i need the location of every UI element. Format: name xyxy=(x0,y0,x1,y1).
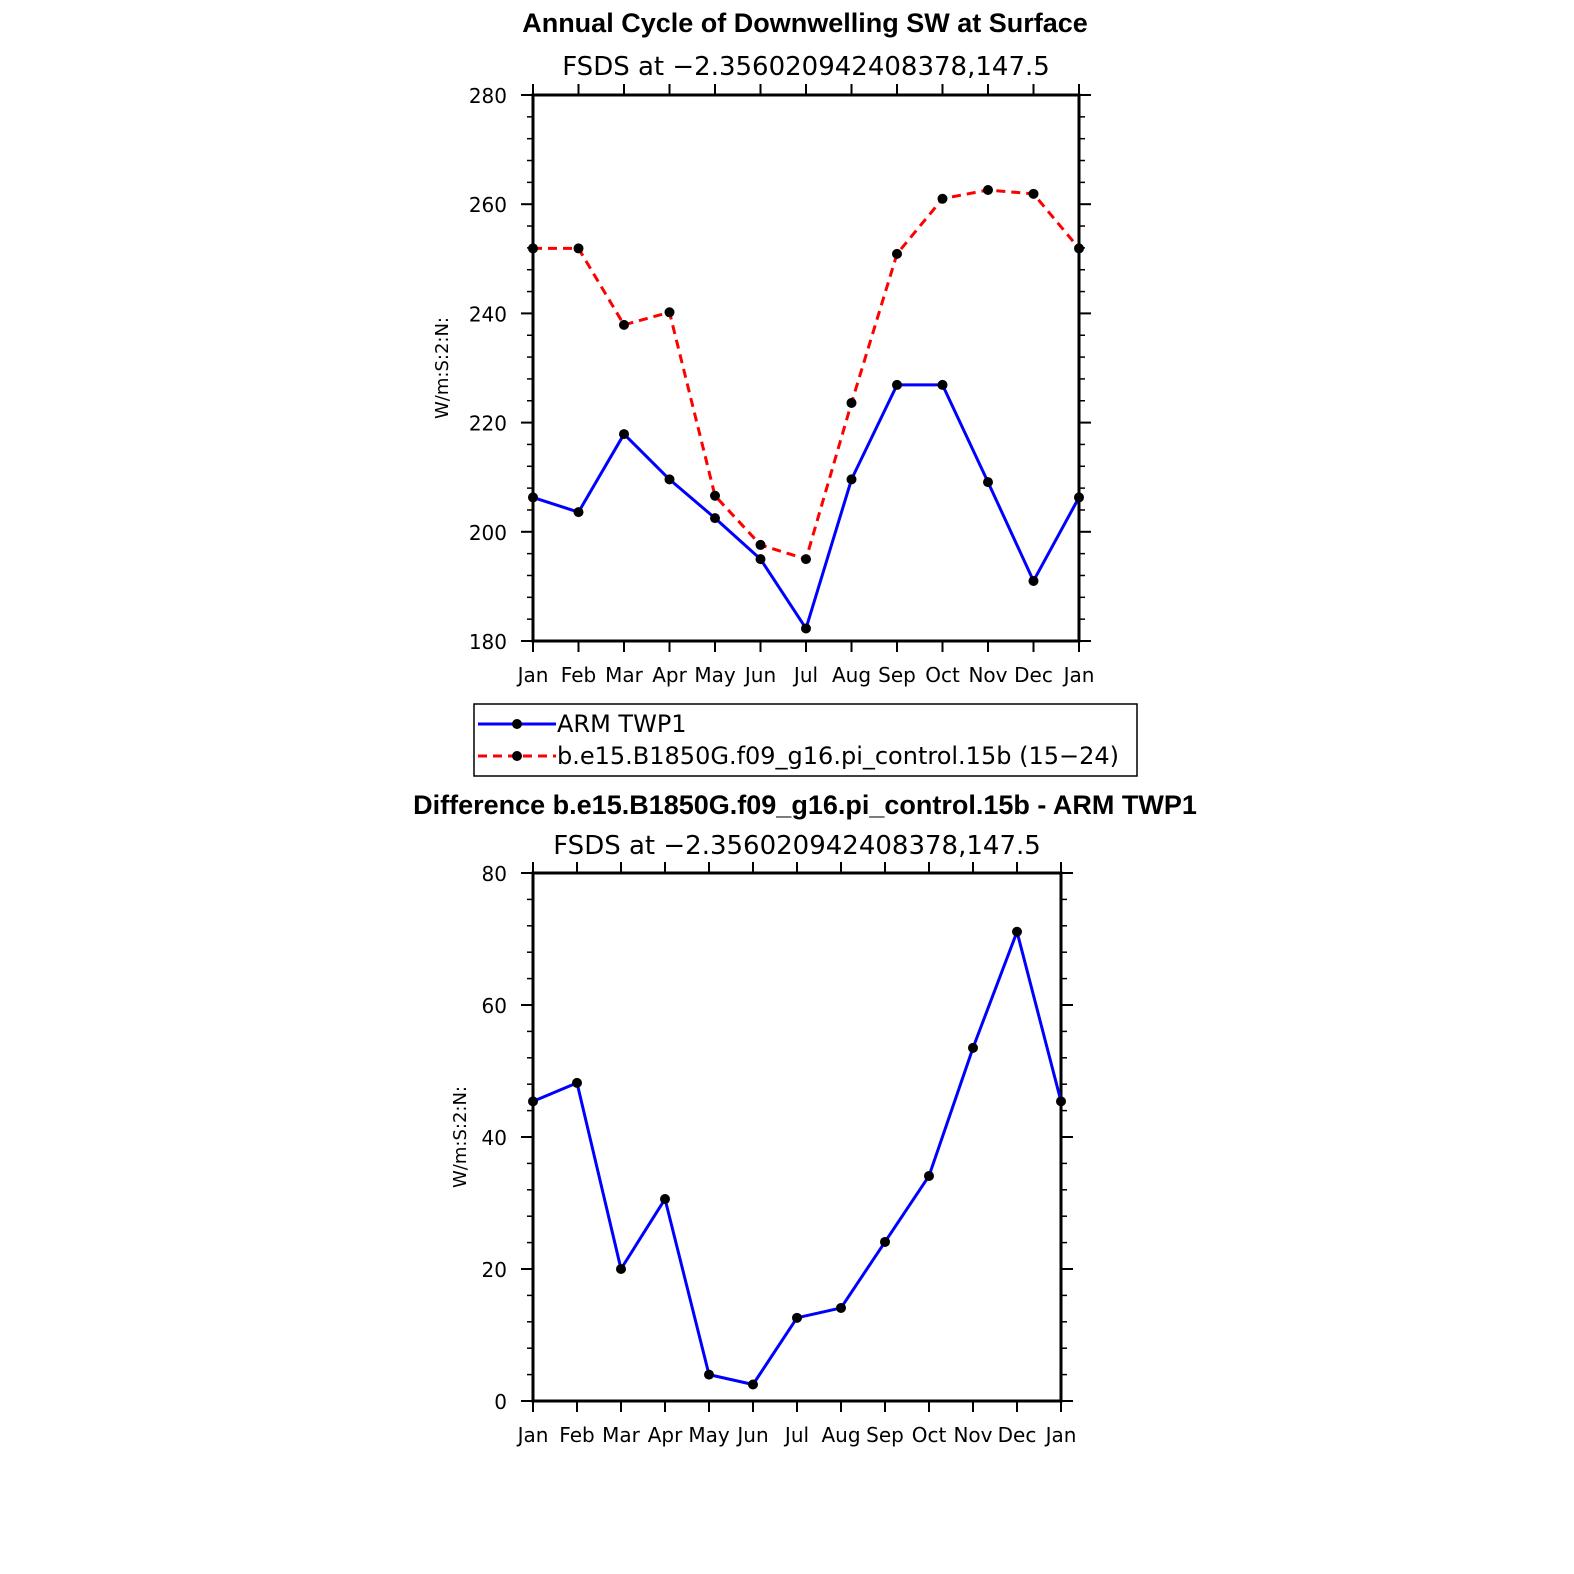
x-tick-label: Nov xyxy=(968,663,1007,687)
chart-title: Difference b.e15.B1850G.f09_g16.pi_contr… xyxy=(413,790,1197,820)
y-tick-label: 0 xyxy=(494,1390,507,1414)
data-point xyxy=(619,429,629,440)
data-point xyxy=(968,1042,978,1053)
x-tick-label: May xyxy=(694,663,736,687)
data-point xyxy=(924,1170,934,1181)
chart-title: Annual Cycle of Downwelling SW at Surfac… xyxy=(522,8,1088,38)
x-tick-label: Oct xyxy=(925,663,960,687)
data-point xyxy=(710,513,720,524)
x-tick-label: Sep xyxy=(878,663,916,687)
data-point xyxy=(616,1264,626,1274)
data-point xyxy=(664,307,675,318)
y-axis-label: W/m:S:2:N: xyxy=(450,1086,471,1188)
data-point xyxy=(755,554,766,565)
data-point xyxy=(880,1236,890,1247)
data-point xyxy=(1028,575,1039,586)
data-point xyxy=(1028,188,1039,199)
y-tick-label: 180 xyxy=(469,630,507,654)
y-tick-label: 80 xyxy=(482,862,507,886)
data-point xyxy=(660,1194,670,1205)
data-point xyxy=(892,379,902,390)
data-point xyxy=(1012,926,1022,937)
data-point xyxy=(1074,492,1084,503)
data-point xyxy=(710,490,720,501)
x-tick-label: Jul xyxy=(792,663,818,687)
x-tick-label: Mar xyxy=(602,1423,641,1447)
x-tick-label: Mar xyxy=(605,663,644,687)
data-point xyxy=(528,243,538,254)
y-tick-label: 20 xyxy=(482,1258,507,1282)
x-tick-label: Jun xyxy=(735,1423,768,1447)
data-point xyxy=(937,193,948,204)
x-tick-label: Dec xyxy=(1014,663,1053,687)
y-axis-label: W/m:S:2:N: xyxy=(432,317,453,419)
chart-subtitle: FSDS at −2.356020942408378,147.5 xyxy=(553,831,1041,861)
difference-chart: Difference b.e15.B1850G.f09_g16.pi_contr… xyxy=(413,790,1197,1447)
x-tick-label: Dec xyxy=(998,1423,1037,1447)
y-tick-label: 60 xyxy=(482,994,507,1018)
y-tick-label: 200 xyxy=(469,521,507,545)
x-tick-label: Apr xyxy=(652,663,687,687)
y-tick-label: 240 xyxy=(469,302,507,326)
data-point xyxy=(572,1077,582,1088)
x-tick-label: Feb xyxy=(561,663,596,687)
data-point xyxy=(664,474,675,485)
x-tick-label: Jan xyxy=(516,663,549,687)
data-point xyxy=(748,1379,758,1390)
data-point xyxy=(528,1096,538,1107)
x-tick-label: Aug xyxy=(821,1423,860,1447)
legend-label-0: ARM TWP1 xyxy=(557,710,687,738)
data-point xyxy=(983,477,993,488)
x-tick-label: Nov xyxy=(953,1423,992,1447)
y-tick-label: 280 xyxy=(469,84,507,108)
x-tick-label: Apr xyxy=(648,1423,683,1447)
data-point xyxy=(846,474,857,485)
x-tick-label: Aug xyxy=(832,663,871,687)
x-tick-label: Sep xyxy=(866,1423,904,1447)
data-point xyxy=(573,243,584,254)
legend: ARM TWP1 b.e15.B1850G.f09_g16.pi_control.… xyxy=(473,703,1138,777)
data-point xyxy=(792,1312,802,1323)
legend-marker-1 xyxy=(512,751,522,761)
x-tick-label: Jun xyxy=(743,663,776,687)
legend-box xyxy=(473,703,1138,777)
x-tick-label: Feb xyxy=(559,1423,594,1447)
data-point xyxy=(528,492,538,503)
chart-subtitle: FSDS at −2.356020942408378,147.5 xyxy=(562,52,1050,82)
data-point xyxy=(704,1369,714,1380)
x-tick-label: Jan xyxy=(516,1423,549,1447)
data-point xyxy=(573,507,584,518)
x-tick-label: May xyxy=(688,1423,730,1447)
x-tick-label: Jul xyxy=(783,1423,809,1447)
data-point xyxy=(755,539,766,550)
legend-label-1: b.e15.B1850G.f09_g16.pi_control.15b (15−… xyxy=(557,742,1119,770)
x-tick-label: Jan xyxy=(1044,1423,1077,1447)
annual-cycle-chart: Annual Cycle of Downwelling SW at Surfac… xyxy=(432,8,1094,687)
x-tick-label: Oct xyxy=(912,1423,947,1447)
data-point xyxy=(983,185,993,196)
series-line-0 xyxy=(532,383,1081,630)
data-point xyxy=(937,379,948,390)
data-point xyxy=(892,248,902,259)
y-tick-label: 260 xyxy=(469,193,507,217)
data-point xyxy=(1056,1096,1066,1107)
data-point xyxy=(619,319,629,330)
y-tick-label: 40 xyxy=(482,1126,507,1150)
data-point xyxy=(801,623,811,634)
y-tick-label: 220 xyxy=(469,412,507,436)
legend-marker-0 xyxy=(512,719,522,729)
x-tick-label: Jan xyxy=(1062,663,1095,687)
data-point xyxy=(836,1302,846,1313)
data-point xyxy=(1074,243,1084,254)
data-point xyxy=(801,554,811,565)
data-point xyxy=(846,397,857,408)
